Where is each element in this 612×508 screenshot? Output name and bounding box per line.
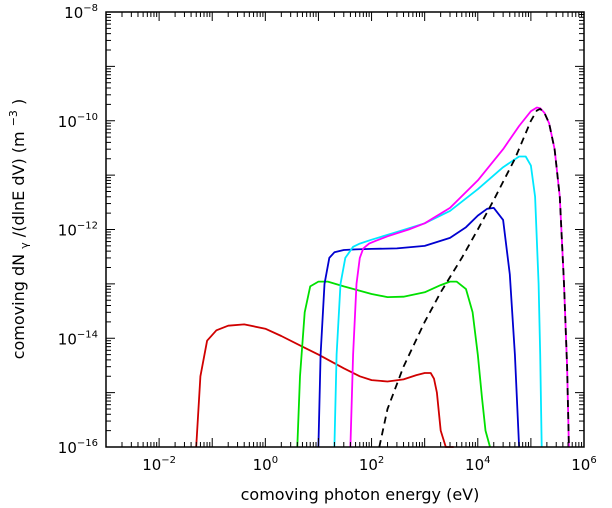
series-line-2 bbox=[296, 280, 491, 448]
y-axis-title: comoving dN γ /(dlnE dV) (m −3 ) bbox=[2, 99, 32, 360]
series-line-6 bbox=[378, 108, 570, 448]
y-axis-title-sup: −3 bbox=[7, 110, 20, 126]
x-tick-label: 102 bbox=[359, 455, 384, 474]
series-layer bbox=[195, 106, 570, 448]
y-tick-label: 10−12 bbox=[58, 221, 98, 240]
x-tick-label: 100 bbox=[253, 455, 278, 474]
y-tick-label: 10−10 bbox=[58, 112, 98, 131]
y-axis-title-prefix: comoving dN bbox=[9, 254, 28, 359]
labels-layer: 10−2 100 102 104 106 10−16 10−14 10−12 10−10 10−8 bbox=[58, 3, 597, 474]
x-tick-label: 10−2 bbox=[142, 455, 176, 474]
y-axis-title-mid: /(dlnE dV) (m bbox=[9, 131, 28, 237]
x-axis-title: comoving photon energy (eV) bbox=[241, 485, 480, 504]
series-line-3 bbox=[317, 206, 520, 448]
ticks-layer bbox=[105, 12, 584, 448]
y-tick-label: 10−14 bbox=[58, 329, 98, 348]
series-line-4 bbox=[333, 155, 543, 448]
plot-frame bbox=[105, 11, 585, 448]
y-axis-title-suffix: ) bbox=[9, 99, 28, 105]
series-line-5 bbox=[349, 106, 570, 448]
y-tick-label: 10−8 bbox=[64, 3, 98, 22]
y-tick-label: 10−16 bbox=[58, 438, 98, 457]
x-tick-label: 106 bbox=[571, 455, 596, 474]
x-tick-label: 104 bbox=[465, 455, 490, 474]
series-line-1 bbox=[195, 323, 454, 448]
y-axis-title-sub: γ bbox=[18, 242, 31, 249]
